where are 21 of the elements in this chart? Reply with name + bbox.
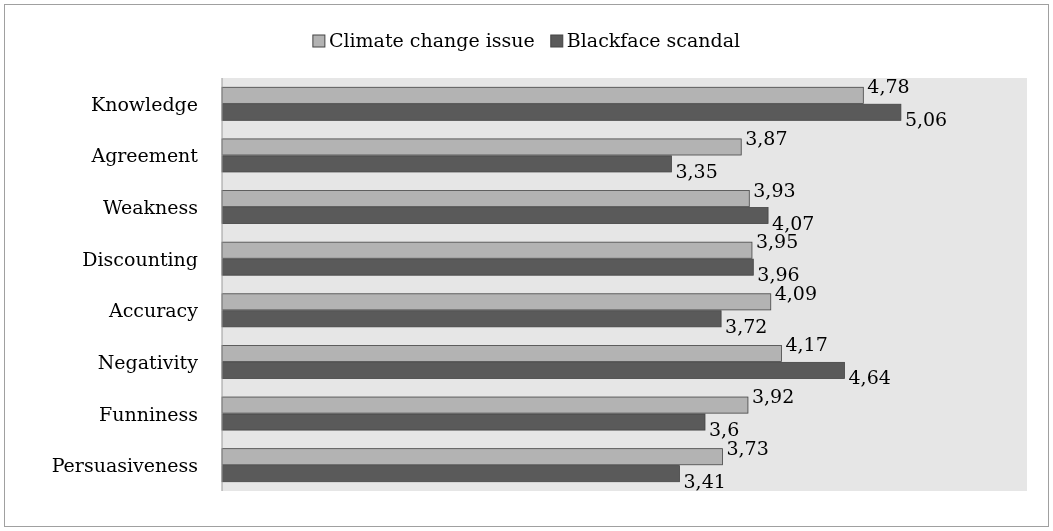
y-tick-label: Funniness xyxy=(99,402,198,425)
data-label: 3,87 xyxy=(745,126,788,149)
data-label: 3,35 xyxy=(675,159,718,182)
data-label: 4,64 xyxy=(848,366,891,389)
y-tick-label: Weakness xyxy=(102,196,198,219)
y-tick-label: Persuasiveness xyxy=(51,454,198,477)
data-label: 4,07 xyxy=(772,211,815,234)
y-tick-label: Discounting xyxy=(82,247,198,270)
data-label: 4,17 xyxy=(785,333,828,356)
data-label: 3,72 xyxy=(725,314,768,337)
legend-label: Blackface scandal xyxy=(566,29,741,51)
y-tick-label: Knowledge xyxy=(90,92,198,115)
data-label: 3,41 xyxy=(683,469,726,492)
y-tick-label: Negativity xyxy=(97,350,199,373)
data-label: 4,78 xyxy=(867,75,910,98)
data-label: 3,92 xyxy=(751,385,795,408)
data-label: 5,06 xyxy=(904,108,948,131)
y-tick-label: Accuracy xyxy=(107,299,199,322)
legend-label: Climate change issue xyxy=(328,29,535,51)
data-label: 3,93 xyxy=(753,178,796,201)
y-tick-label: Agreement xyxy=(90,144,199,167)
